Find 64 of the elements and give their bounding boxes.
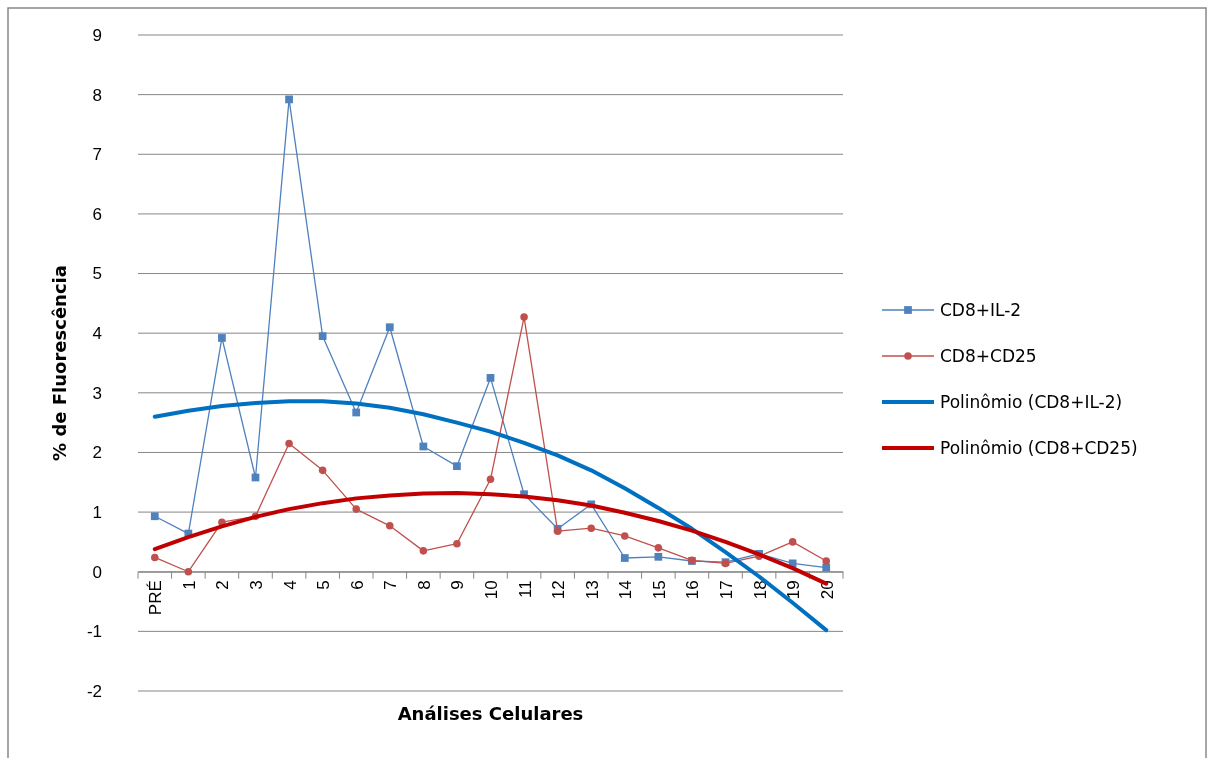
point xyxy=(285,439,293,448)
x-tick-label: 2 xyxy=(213,580,233,590)
point xyxy=(621,532,629,540)
x-tick-label: 13 xyxy=(582,580,602,600)
point xyxy=(788,538,797,546)
y-tick-label: 0 xyxy=(92,562,102,582)
y-axis-title: % de Fluorescência xyxy=(49,265,70,461)
legend-label: CD8+IL-2 xyxy=(940,300,1022,320)
y-tick-label: 5 xyxy=(92,264,102,284)
y-tick-label: 6 xyxy=(92,204,102,224)
legend-label: Polinômio (CD8+IL-2) xyxy=(940,392,1123,412)
x-tick-label: 7 xyxy=(381,580,401,590)
x-tick-label: 16 xyxy=(683,580,703,600)
x-tick-label: 5 xyxy=(314,580,334,590)
y-tick-label: 7 xyxy=(92,145,102,165)
x-tick-label: 8 xyxy=(414,580,434,590)
x-tick-label: 1 xyxy=(179,580,199,590)
point xyxy=(285,95,293,104)
y-tick-label: 2 xyxy=(92,443,102,463)
point xyxy=(352,505,360,513)
point xyxy=(654,552,663,561)
point xyxy=(151,553,159,562)
x-tick-label: 4 xyxy=(280,580,300,590)
y-tick-label: -2 xyxy=(86,681,102,701)
point xyxy=(318,332,327,341)
x-tick-label: 3 xyxy=(246,580,266,590)
point xyxy=(419,547,428,555)
point xyxy=(453,462,461,471)
point xyxy=(587,524,595,532)
point xyxy=(520,313,528,321)
x-axis-title: Análises Celulares xyxy=(397,703,584,724)
x-tick-label: 14 xyxy=(616,580,636,600)
point xyxy=(150,512,159,521)
point xyxy=(352,408,361,417)
point xyxy=(218,334,226,342)
point xyxy=(318,466,327,475)
x-tick-label: 12 xyxy=(549,580,569,600)
y-tick-label: 4 xyxy=(92,324,102,344)
point xyxy=(419,442,428,451)
point xyxy=(620,554,629,562)
point xyxy=(385,323,394,332)
point xyxy=(184,567,193,576)
y-tick-label: -1 xyxy=(86,622,102,642)
x-tick-label: 11 xyxy=(515,580,535,598)
point xyxy=(822,557,830,565)
x-tick-label: 6 xyxy=(347,580,367,590)
point xyxy=(486,475,495,484)
x-tick-label: PRÉ xyxy=(146,580,166,616)
point xyxy=(386,522,394,530)
y-tick-label: 8 xyxy=(92,85,102,105)
point xyxy=(453,539,461,548)
y-tick-label: 3 xyxy=(92,383,102,403)
legend-label: Polinômio (CD8+CD25) xyxy=(940,438,1138,458)
x-tick-label: 19 xyxy=(784,580,804,600)
y-tick-label: 9 xyxy=(92,25,102,45)
x-tick-label: 17 xyxy=(716,580,736,600)
legend-label: CD8+CD25 xyxy=(940,346,1037,366)
point xyxy=(486,374,495,382)
y-tick-label: 1 xyxy=(92,503,102,523)
x-tick-label: 9 xyxy=(448,580,468,590)
x-tick-label: 15 xyxy=(649,580,669,600)
x-tick-label: 18 xyxy=(750,580,770,600)
point xyxy=(654,544,663,552)
x-tick-label: 10 xyxy=(481,580,501,600)
